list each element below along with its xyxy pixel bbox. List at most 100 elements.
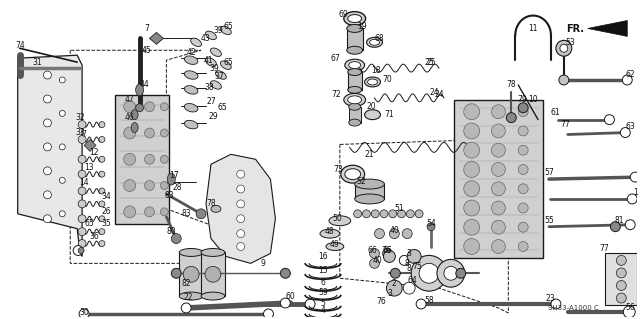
Text: 56: 56	[625, 303, 635, 313]
Text: 82: 82	[181, 279, 191, 288]
Circle shape	[44, 215, 51, 223]
Bar	[454, 100, 543, 258]
Circle shape	[403, 282, 415, 294]
Ellipse shape	[367, 37, 383, 47]
Ellipse shape	[211, 205, 221, 212]
Polygon shape	[206, 154, 275, 263]
Circle shape	[464, 142, 479, 158]
Text: 50: 50	[332, 214, 342, 223]
Text: 77: 77	[560, 120, 570, 129]
Text: 24: 24	[429, 88, 439, 97]
Text: 3: 3	[407, 249, 412, 258]
Ellipse shape	[131, 122, 138, 132]
Ellipse shape	[131, 110, 138, 120]
Circle shape	[99, 156, 105, 162]
Circle shape	[60, 110, 65, 116]
Circle shape	[78, 121, 86, 129]
Circle shape	[518, 126, 528, 136]
Ellipse shape	[191, 38, 202, 47]
Ellipse shape	[201, 292, 225, 300]
Circle shape	[390, 268, 400, 278]
Circle shape	[78, 136, 86, 144]
Circle shape	[492, 105, 506, 119]
Text: 65: 65	[224, 22, 234, 31]
Circle shape	[616, 268, 627, 278]
Text: 35: 35	[101, 219, 111, 228]
Circle shape	[78, 187, 86, 195]
Circle shape	[492, 182, 506, 196]
Text: 20: 20	[367, 102, 376, 111]
Circle shape	[604, 115, 614, 125]
Circle shape	[145, 102, 154, 112]
Circle shape	[416, 299, 426, 309]
Text: 4: 4	[321, 307, 325, 315]
Circle shape	[44, 95, 51, 103]
Circle shape	[44, 167, 51, 175]
Text: 78: 78	[206, 199, 216, 208]
Bar	[605, 254, 637, 305]
Circle shape	[399, 256, 409, 265]
Ellipse shape	[211, 48, 221, 56]
Circle shape	[237, 170, 244, 178]
Circle shape	[620, 128, 630, 137]
Circle shape	[183, 266, 199, 282]
Ellipse shape	[348, 86, 362, 93]
Circle shape	[464, 104, 479, 120]
Text: 39: 39	[213, 26, 223, 35]
Text: 13: 13	[84, 163, 94, 172]
Ellipse shape	[179, 292, 203, 300]
Ellipse shape	[344, 93, 365, 106]
Text: 54: 54	[426, 219, 436, 228]
Circle shape	[464, 239, 479, 255]
Circle shape	[464, 200, 479, 216]
Text: 67: 67	[331, 54, 340, 63]
Text: 26: 26	[101, 207, 111, 216]
Ellipse shape	[320, 229, 340, 238]
Circle shape	[60, 177, 65, 183]
Circle shape	[205, 266, 221, 282]
Ellipse shape	[341, 165, 365, 183]
Circle shape	[78, 200, 86, 208]
Circle shape	[124, 101, 136, 113]
Text: 66: 66	[383, 246, 392, 255]
Text: 27: 27	[206, 97, 216, 106]
Text: 53: 53	[565, 38, 575, 47]
Circle shape	[60, 144, 65, 150]
Circle shape	[627, 194, 637, 204]
Circle shape	[492, 124, 506, 138]
Circle shape	[44, 71, 51, 79]
Text: 11: 11	[529, 24, 538, 33]
Text: 71: 71	[385, 110, 394, 119]
Circle shape	[427, 223, 435, 231]
Ellipse shape	[348, 69, 362, 76]
Circle shape	[264, 309, 273, 319]
Text: 7: 7	[144, 24, 149, 33]
Ellipse shape	[205, 31, 216, 40]
Circle shape	[44, 191, 51, 199]
Circle shape	[616, 293, 627, 303]
Ellipse shape	[136, 84, 143, 96]
Ellipse shape	[345, 169, 360, 180]
Text: 57: 57	[544, 168, 554, 177]
Text: 55: 55	[544, 216, 554, 225]
Circle shape	[407, 249, 421, 263]
Text: 69: 69	[339, 10, 349, 19]
Circle shape	[136, 104, 143, 112]
Circle shape	[78, 228, 86, 236]
Circle shape	[559, 75, 569, 85]
Circle shape	[145, 154, 154, 164]
Text: 66: 66	[367, 246, 378, 255]
Text: 39: 39	[209, 63, 219, 73]
Circle shape	[389, 229, 399, 239]
Text: 10: 10	[528, 95, 538, 104]
Text: 73: 73	[333, 165, 342, 174]
Text: 64: 64	[407, 276, 417, 285]
Circle shape	[78, 240, 86, 248]
Text: 65: 65	[224, 58, 234, 67]
Circle shape	[237, 242, 244, 250]
Ellipse shape	[329, 216, 351, 226]
Text: 51: 51	[394, 204, 404, 213]
Circle shape	[464, 123, 479, 139]
Text: 47: 47	[125, 95, 134, 104]
Circle shape	[99, 229, 105, 234]
